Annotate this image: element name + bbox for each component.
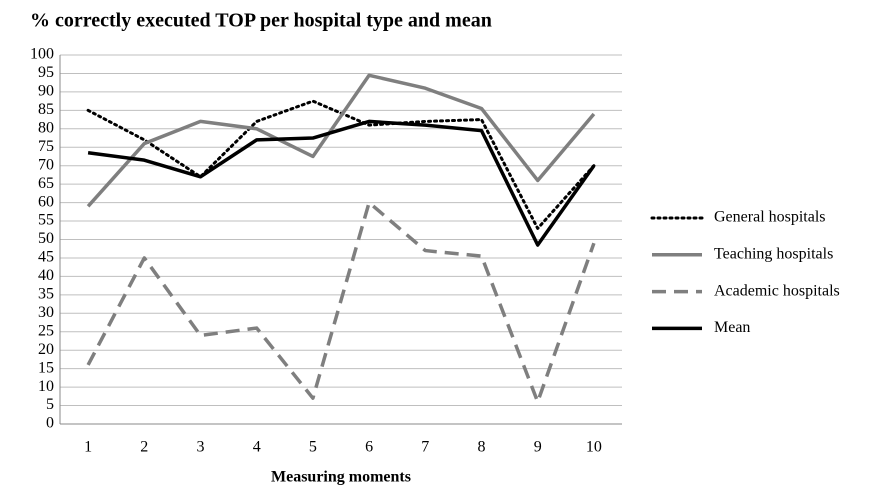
- y-tick-label: 85: [38, 101, 54, 118]
- x-tick-label: 6: [365, 439, 373, 456]
- x-tick-label: 8: [478, 439, 486, 456]
- legend-label: Mean: [714, 319, 750, 336]
- y-tick-label: 75: [38, 138, 54, 155]
- x-tick-label: 9: [534, 439, 542, 456]
- x-tick-label: 4: [253, 439, 261, 456]
- y-tick-label: 55: [38, 212, 54, 229]
- legend-label: General hospitals: [714, 209, 826, 226]
- y-tick-label: 95: [38, 64, 54, 81]
- y-tick-label: 0: [46, 415, 54, 432]
- chart-title: % correctly executed TOP per hospital ty…: [30, 10, 492, 32]
- y-tick-label: 65: [38, 175, 54, 192]
- y-tick-label: 20: [38, 341, 54, 358]
- x-tick-label: 10: [586, 439, 602, 456]
- y-tick-label: 70: [38, 156, 54, 173]
- series-line: [86, 73, 596, 208]
- x-axis-title: Measuring moments: [271, 469, 411, 486]
- legend-label: Academic hospitals: [714, 282, 840, 299]
- y-tick-label: 25: [38, 322, 54, 339]
- x-tick-label: 3: [197, 439, 205, 456]
- x-tick-label: 5: [309, 439, 317, 456]
- y-tick-label: 5: [46, 396, 54, 413]
- legend-label: Teaching hospitals: [714, 245, 833, 262]
- y-tick-label: 80: [38, 119, 54, 136]
- x-tick-label: 2: [140, 439, 148, 456]
- y-tick-label: 90: [38, 83, 54, 100]
- series-line: [86, 200, 596, 404]
- y-tick-label: 45: [38, 249, 54, 266]
- y-tick-label: 35: [38, 286, 54, 303]
- y-tick-label: 100: [30, 46, 54, 63]
- y-tick-label: 10: [38, 378, 54, 395]
- y-tick-label: 40: [38, 267, 54, 284]
- y-tick-label: 30: [38, 304, 54, 321]
- y-tick-label: 50: [38, 230, 54, 247]
- series-line: [87, 119, 596, 247]
- y-tick-label: 60: [38, 193, 54, 210]
- y-tick-label: 15: [38, 359, 54, 376]
- x-tick-label: 7: [421, 439, 429, 456]
- x-tick-label: 1: [84, 439, 92, 456]
